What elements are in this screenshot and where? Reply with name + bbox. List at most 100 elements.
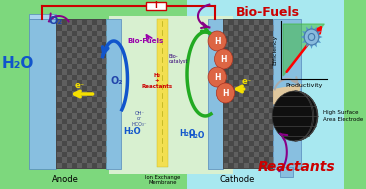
FancyBboxPatch shape bbox=[77, 86, 82, 91]
FancyBboxPatch shape bbox=[82, 80, 87, 85]
FancyBboxPatch shape bbox=[57, 64, 62, 69]
FancyBboxPatch shape bbox=[67, 75, 72, 80]
Polygon shape bbox=[306, 43, 309, 47]
FancyBboxPatch shape bbox=[264, 31, 269, 36]
FancyBboxPatch shape bbox=[254, 152, 259, 157]
FancyBboxPatch shape bbox=[57, 108, 62, 113]
FancyBboxPatch shape bbox=[229, 91, 234, 97]
FancyBboxPatch shape bbox=[244, 108, 249, 113]
FancyBboxPatch shape bbox=[97, 97, 102, 102]
FancyBboxPatch shape bbox=[234, 108, 239, 113]
Text: I: I bbox=[154, 2, 157, 11]
FancyBboxPatch shape bbox=[57, 31, 62, 36]
FancyBboxPatch shape bbox=[269, 80, 274, 85]
FancyBboxPatch shape bbox=[67, 42, 72, 47]
FancyBboxPatch shape bbox=[239, 102, 243, 108]
FancyBboxPatch shape bbox=[259, 36, 264, 42]
FancyBboxPatch shape bbox=[254, 53, 259, 58]
FancyBboxPatch shape bbox=[72, 36, 77, 42]
FancyBboxPatch shape bbox=[224, 152, 228, 157]
FancyBboxPatch shape bbox=[92, 80, 97, 85]
FancyBboxPatch shape bbox=[229, 113, 234, 119]
FancyBboxPatch shape bbox=[254, 163, 259, 168]
FancyBboxPatch shape bbox=[57, 163, 62, 168]
Polygon shape bbox=[302, 40, 306, 43]
FancyBboxPatch shape bbox=[269, 102, 274, 108]
Polygon shape bbox=[29, 14, 56, 19]
FancyBboxPatch shape bbox=[229, 157, 234, 163]
FancyBboxPatch shape bbox=[57, 20, 62, 25]
FancyBboxPatch shape bbox=[264, 86, 269, 91]
FancyBboxPatch shape bbox=[87, 53, 92, 58]
FancyBboxPatch shape bbox=[72, 135, 77, 140]
FancyBboxPatch shape bbox=[234, 130, 239, 135]
FancyBboxPatch shape bbox=[259, 47, 264, 53]
FancyBboxPatch shape bbox=[72, 25, 77, 30]
FancyBboxPatch shape bbox=[244, 97, 249, 102]
Polygon shape bbox=[314, 43, 317, 47]
Polygon shape bbox=[319, 35, 322, 39]
FancyBboxPatch shape bbox=[56, 19, 107, 169]
FancyBboxPatch shape bbox=[97, 86, 102, 91]
FancyBboxPatch shape bbox=[77, 163, 82, 168]
Circle shape bbox=[272, 91, 318, 141]
FancyBboxPatch shape bbox=[269, 146, 274, 152]
FancyBboxPatch shape bbox=[77, 108, 82, 113]
Text: Productivity: Productivity bbox=[285, 84, 323, 88]
FancyBboxPatch shape bbox=[259, 58, 264, 64]
FancyBboxPatch shape bbox=[239, 25, 243, 30]
FancyBboxPatch shape bbox=[244, 64, 249, 69]
FancyBboxPatch shape bbox=[87, 42, 92, 47]
FancyBboxPatch shape bbox=[92, 58, 97, 64]
FancyBboxPatch shape bbox=[57, 75, 62, 80]
FancyBboxPatch shape bbox=[82, 135, 87, 140]
FancyBboxPatch shape bbox=[254, 20, 259, 25]
FancyBboxPatch shape bbox=[97, 64, 102, 69]
Text: OH⁻
or
HCO₃⁻: OH⁻ or HCO₃⁻ bbox=[132, 111, 147, 127]
FancyBboxPatch shape bbox=[62, 113, 67, 119]
FancyBboxPatch shape bbox=[57, 53, 62, 58]
FancyBboxPatch shape bbox=[254, 130, 259, 135]
FancyBboxPatch shape bbox=[62, 80, 67, 85]
FancyBboxPatch shape bbox=[82, 113, 87, 119]
FancyBboxPatch shape bbox=[57, 42, 62, 47]
FancyBboxPatch shape bbox=[92, 69, 97, 74]
FancyBboxPatch shape bbox=[97, 108, 102, 113]
FancyBboxPatch shape bbox=[57, 119, 62, 124]
FancyBboxPatch shape bbox=[244, 152, 249, 157]
FancyBboxPatch shape bbox=[259, 69, 264, 74]
FancyBboxPatch shape bbox=[264, 141, 269, 146]
FancyBboxPatch shape bbox=[249, 58, 254, 64]
FancyBboxPatch shape bbox=[264, 130, 269, 135]
FancyBboxPatch shape bbox=[239, 124, 243, 129]
FancyBboxPatch shape bbox=[224, 75, 228, 80]
Text: e⁻: e⁻ bbox=[75, 81, 85, 91]
Text: H₂O: H₂O bbox=[123, 126, 141, 136]
FancyBboxPatch shape bbox=[146, 2, 166, 10]
FancyBboxPatch shape bbox=[244, 163, 249, 168]
FancyBboxPatch shape bbox=[229, 36, 234, 42]
FancyBboxPatch shape bbox=[87, 31, 92, 36]
FancyBboxPatch shape bbox=[234, 64, 239, 69]
FancyBboxPatch shape bbox=[102, 58, 107, 64]
FancyBboxPatch shape bbox=[239, 58, 243, 64]
FancyBboxPatch shape bbox=[97, 53, 102, 58]
FancyBboxPatch shape bbox=[92, 25, 97, 30]
FancyBboxPatch shape bbox=[67, 163, 72, 168]
FancyBboxPatch shape bbox=[249, 36, 254, 42]
FancyBboxPatch shape bbox=[72, 113, 77, 119]
FancyBboxPatch shape bbox=[72, 124, 77, 129]
FancyBboxPatch shape bbox=[269, 58, 274, 64]
FancyBboxPatch shape bbox=[102, 157, 107, 163]
FancyBboxPatch shape bbox=[269, 91, 274, 97]
Polygon shape bbox=[317, 31, 321, 34]
FancyBboxPatch shape bbox=[254, 42, 259, 47]
FancyBboxPatch shape bbox=[82, 102, 87, 108]
FancyBboxPatch shape bbox=[92, 47, 97, 53]
FancyBboxPatch shape bbox=[259, 113, 264, 119]
Text: Reactants: Reactants bbox=[258, 160, 336, 174]
FancyBboxPatch shape bbox=[234, 141, 239, 146]
Text: H₂O: H₂O bbox=[1, 57, 34, 71]
FancyBboxPatch shape bbox=[239, 80, 243, 85]
FancyBboxPatch shape bbox=[264, 20, 269, 25]
